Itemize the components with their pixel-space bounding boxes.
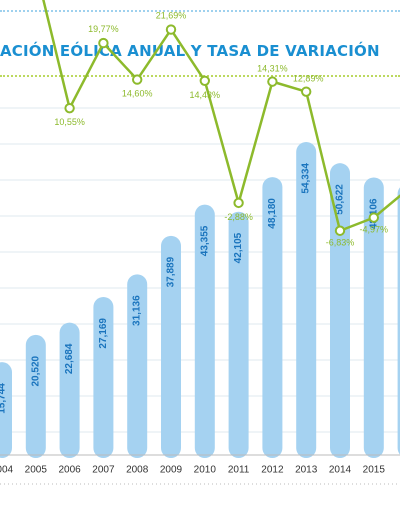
line-value-label: 10,55% bbox=[54, 117, 85, 127]
year-label: 2011 bbox=[228, 465, 250, 476]
year-label: 2004 bbox=[0, 465, 14, 476]
line-point bbox=[233, 197, 244, 209]
bar bbox=[59, 322, 80, 458]
bar bbox=[363, 177, 384, 458]
line-point bbox=[301, 86, 312, 97]
year-label: 2010 bbox=[194, 465, 217, 476]
bar bbox=[397, 187, 400, 455]
year-label: 2015 bbox=[363, 465, 386, 476]
bar-value-label: 37,889 bbox=[166, 256, 177, 287]
bar bbox=[228, 211, 249, 458]
line-value-label: 14,31% bbox=[257, 64, 288, 74]
line-value-label: -6,83% bbox=[326, 238, 355, 248]
year-label: 2009 bbox=[160, 465, 183, 476]
bar-value-label: 31,136 bbox=[132, 295, 143, 326]
bar bbox=[127, 274, 148, 458]
line-value-label: 12,89% bbox=[293, 74, 324, 84]
line-point bbox=[267, 76, 278, 87]
line-value-label: 19,77% bbox=[88, 24, 119, 34]
year-label: 2005 bbox=[25, 465, 48, 476]
bar bbox=[161, 235, 181, 458]
bar-value-label: 42,105 bbox=[233, 232, 244, 263]
year-label: 2008 bbox=[126, 465, 149, 476]
year-label: 2012 bbox=[261, 465, 284, 476]
bar bbox=[93, 296, 114, 458]
line-value-label: -2,88% bbox=[224, 212, 253, 222]
line-point bbox=[199, 75, 211, 86]
bar-value-label: 27,169 bbox=[98, 318, 109, 349]
bar bbox=[296, 142, 317, 458]
line-point bbox=[64, 102, 75, 114]
line-value-label: 21,69% bbox=[156, 11, 187, 21]
bar-value-label: 15,744 bbox=[0, 383, 8, 414]
top-dotted-rule bbox=[0, 10, 400, 12]
line-value-label: -4,97% bbox=[360, 225, 389, 235]
year-label: 2013 bbox=[295, 465, 318, 476]
bar bbox=[262, 177, 283, 459]
line-value-label: 14,43% bbox=[190, 90, 221, 100]
line-point bbox=[334, 225, 346, 236]
line-point bbox=[165, 24, 177, 35]
bar-value-label: 48,180 bbox=[267, 198, 278, 229]
line-point bbox=[98, 37, 109, 49]
bar bbox=[194, 204, 215, 458]
title-dotted-rule bbox=[0, 75, 400, 77]
year-label: 2014 bbox=[329, 465, 352, 476]
bar-value-label: 20,520 bbox=[30, 355, 41, 386]
chart-title: ACIÓN EÓLICA ANUAL Y TASA DE VARIACIÓN bbox=[0, 42, 380, 60]
year-label: 2007 bbox=[92, 465, 115, 476]
bar bbox=[330, 163, 350, 458]
bar-value-label: 43,355 bbox=[199, 225, 210, 256]
line-point bbox=[368, 212, 379, 223]
bar bbox=[0, 362, 12, 458]
bar-value-label: 50,622 bbox=[335, 184, 346, 215]
line-value-label: 14,60% bbox=[122, 89, 153, 99]
year-label: 2006 bbox=[58, 465, 81, 476]
bar-value-label: 54,334 bbox=[301, 163, 312, 194]
bar bbox=[25, 334, 46, 458]
line-point bbox=[132, 74, 143, 85]
bar-value-label: 22,684 bbox=[64, 343, 75, 374]
